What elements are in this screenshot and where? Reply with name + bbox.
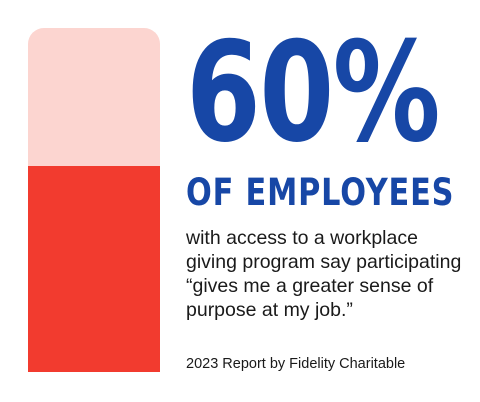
statistic-description: with access to a workplace giving progra… xyxy=(186,227,462,321)
progress-bar-fill xyxy=(28,165,160,372)
source-citation: 2023 Report by Fidelity Charitable xyxy=(186,356,406,372)
progress-bar-track xyxy=(28,28,160,372)
statistic-subject: OF EMPLOYEES xyxy=(186,171,455,214)
statistic-value: 60% xyxy=(186,12,441,173)
